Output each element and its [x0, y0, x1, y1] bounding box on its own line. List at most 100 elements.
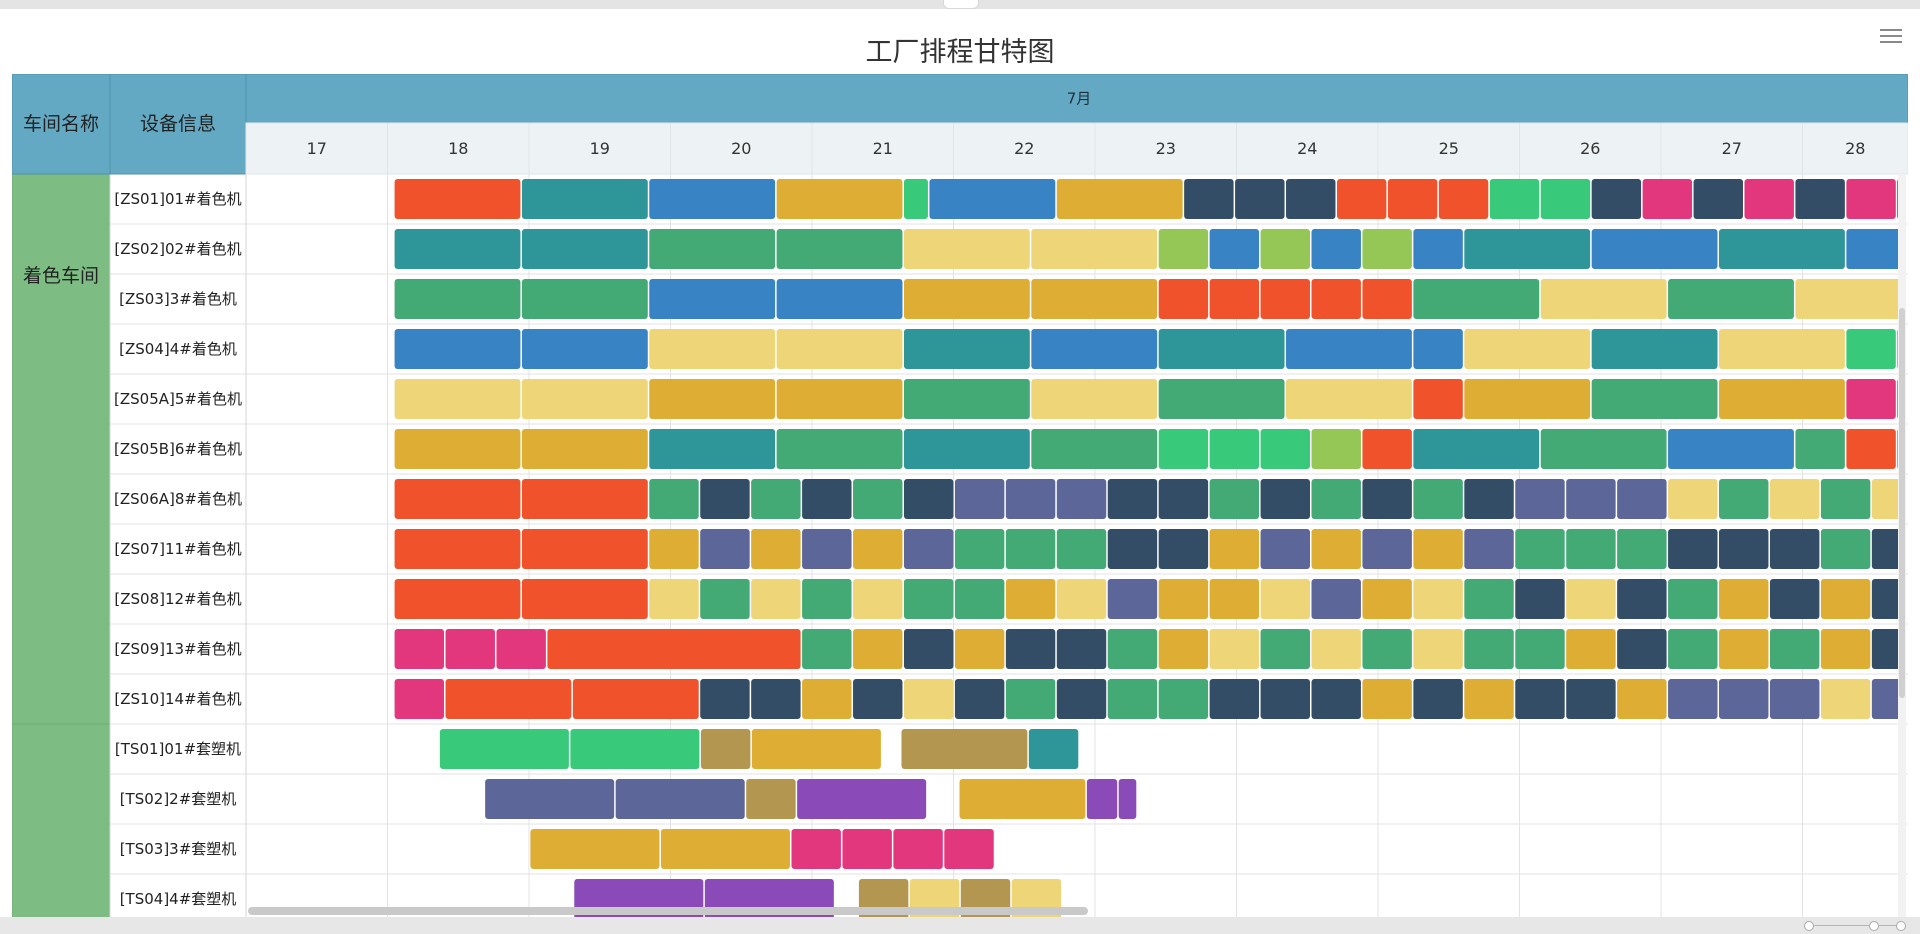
- task-bar[interactable]: [700, 529, 750, 569]
- task-bar[interactable]: [1795, 279, 1901, 319]
- task-bar[interactable]: [903, 679, 954, 719]
- task-bar[interactable]: [1795, 429, 1845, 469]
- zoom-handle-right[interactable]: [1896, 921, 1906, 931]
- task-bar[interactable]: [1260, 429, 1310, 469]
- task-bar[interactable]: [1107, 479, 1158, 519]
- task-bar[interactable]: [1464, 579, 1514, 619]
- task-bar[interactable]: [1286, 179, 1336, 219]
- task-bar[interactable]: [751, 529, 801, 569]
- task-bar[interactable]: [1846, 379, 1896, 419]
- task-bar[interactable]: [445, 629, 495, 669]
- task-bar[interactable]: [903, 379, 1030, 419]
- task-bar[interactable]: [700, 679, 750, 719]
- task-bar[interactable]: [776, 179, 903, 219]
- task-bar[interactable]: [1719, 329, 1845, 369]
- horizontal-scrollbar[interactable]: [248, 907, 1088, 915]
- task-bar[interactable]: [1362, 529, 1412, 569]
- task-bar[interactable]: [1515, 529, 1565, 569]
- task-bar[interactable]: [1871, 479, 1901, 519]
- task-bar[interactable]: [1668, 479, 1718, 519]
- task-bar[interactable]: [1005, 679, 1056, 719]
- task-bar[interactable]: [1031, 279, 1158, 319]
- task-bar[interactable]: [1260, 229, 1310, 269]
- task-bar[interactable]: [1769, 579, 1820, 619]
- task-bar[interactable]: [1719, 379, 1845, 419]
- task-bar[interactable]: [1668, 429, 1794, 469]
- task-bar[interactable]: [1209, 479, 1260, 519]
- task-bar[interactable]: [1362, 479, 1412, 519]
- task-bar[interactable]: [1846, 429, 1896, 469]
- task-bar[interactable]: [1311, 229, 1361, 269]
- task-bar[interactable]: [394, 179, 521, 219]
- task-bar[interactable]: [521, 229, 648, 269]
- task-bar[interactable]: [1158, 429, 1209, 469]
- task-bar[interactable]: [700, 729, 751, 769]
- task-bar[interactable]: [615, 779, 745, 819]
- task-bar[interactable]: [394, 329, 521, 369]
- task-bar[interactable]: [445, 679, 572, 719]
- task-bar[interactable]: [1719, 629, 1769, 669]
- task-bar[interactable]: [394, 529, 521, 569]
- task-bar[interactable]: [1158, 229, 1209, 269]
- task-bar[interactable]: [1209, 229, 1260, 269]
- task-bar[interactable]: [1209, 279, 1260, 319]
- task-bar[interactable]: [1591, 379, 1718, 419]
- task-bar[interactable]: [1158, 629, 1209, 669]
- task-bar[interactable]: [797, 779, 927, 819]
- task-bar[interactable]: [521, 579, 648, 619]
- task-bar[interactable]: [1086, 779, 1118, 819]
- zoom-handle-mid[interactable]: [1869, 921, 1879, 931]
- task-bar[interactable]: [746, 779, 796, 819]
- task-bar[interactable]: [1668, 529, 1718, 569]
- task-bar[interactable]: [1413, 579, 1463, 619]
- task-bar[interactable]: [394, 479, 521, 519]
- task-bar[interactable]: [547, 629, 801, 669]
- task-bar[interactable]: [1795, 179, 1845, 219]
- task-bar[interactable]: [485, 779, 615, 819]
- task-bar[interactable]: [776, 429, 903, 469]
- task-bar[interactable]: [1260, 479, 1310, 519]
- task-bar[interactable]: [1031, 379, 1158, 419]
- task-bar[interactable]: [1719, 579, 1769, 619]
- task-bar[interactable]: [1107, 579, 1158, 619]
- task-bar[interactable]: [1566, 679, 1616, 719]
- task-bar[interactable]: [394, 579, 521, 619]
- task-bar[interactable]: [394, 679, 445, 719]
- task-bar[interactable]: [1693, 179, 1743, 219]
- task-bar[interactable]: [1820, 529, 1871, 569]
- task-bar[interactable]: [1820, 479, 1871, 519]
- task-bar[interactable]: [570, 729, 700, 769]
- task-bar[interactable]: [802, 529, 852, 569]
- task-bar[interactable]: [954, 529, 1005, 569]
- task-bar[interactable]: [1286, 379, 1412, 419]
- task-bar[interactable]: [1871, 629, 1901, 669]
- task-bar[interactable]: [1464, 229, 1591, 269]
- task-bar[interactable]: [1591, 329, 1718, 369]
- vertical-scrollbar-thumb[interactable]: [1899, 308, 1905, 698]
- task-bar[interactable]: [1413, 479, 1463, 519]
- task-bar[interactable]: [1413, 279, 1540, 319]
- task-bar[interactable]: [1260, 629, 1310, 669]
- task-bar[interactable]: [660, 829, 790, 869]
- task-bar[interactable]: [802, 679, 852, 719]
- task-bar[interactable]: [1107, 679, 1158, 719]
- task-bar[interactable]: [1005, 629, 1056, 669]
- task-bar[interactable]: [1591, 229, 1718, 269]
- task-bar[interactable]: [1311, 579, 1361, 619]
- task-bar[interactable]: [1846, 179, 1896, 219]
- task-bar[interactable]: [394, 429, 521, 469]
- task-bar[interactable]: [802, 479, 852, 519]
- task-bar[interactable]: [1413, 229, 1463, 269]
- task-bar[interactable]: [1591, 179, 1642, 219]
- task-bar[interactable]: [1668, 579, 1718, 619]
- task-bar[interactable]: [496, 629, 546, 669]
- task-bar[interactable]: [1056, 579, 1107, 619]
- task-bar[interactable]: [1846, 329, 1896, 369]
- task-bar[interactable]: [776, 329, 903, 369]
- task-bar[interactable]: [1438, 179, 1489, 219]
- task-bar[interactable]: [1413, 629, 1463, 669]
- task-bar[interactable]: [802, 629, 852, 669]
- task-bar[interactable]: [893, 829, 943, 869]
- task-bar[interactable]: [1158, 579, 1209, 619]
- task-bar[interactable]: [521, 379, 648, 419]
